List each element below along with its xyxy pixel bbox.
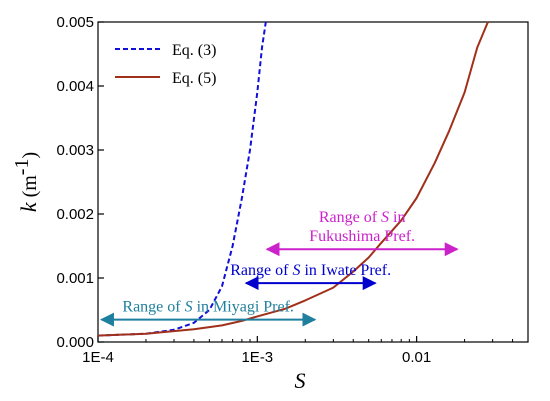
- legend: Eq. (3) Eq. (5): [115, 42, 216, 87]
- y-tick-label: 0.004: [56, 78, 94, 95]
- plot-frame: [97, 21, 529, 343]
- y-tick-label: 0.005: [56, 14, 94, 31]
- range-label: Range of S in: [319, 209, 406, 226]
- series-layer: [97, 21, 489, 337]
- y-tick-label: 0.000: [56, 334, 94, 351]
- range-label: Range of S in Miyagi Pref.: [122, 299, 294, 316]
- range-label-line2: Fukushima Pref.: [309, 228, 415, 245]
- annotation-layer: Range of S in Miyagi Pref. Range of S in …: [99, 209, 459, 327]
- y-axis-title: k (m-1): [11, 152, 41, 212]
- x-tick-label: 0.01: [402, 349, 431, 366]
- y-axis: 0.000 0.001 0.002 0.003 0.004 0.005: [56, 14, 104, 351]
- legend-label-eq3: Eq. (3): [172, 42, 216, 59]
- y-tick-label: 0.001: [56, 270, 94, 287]
- y-tick-label: 0.003: [56, 142, 94, 159]
- x-tick-label: 1E-4: [82, 349, 114, 366]
- y-tick-label: 0.002: [56, 206, 94, 223]
- series-line-eq5: [97, 21, 489, 337]
- range-label: Range of S in Iwate Pref.: [230, 262, 391, 279]
- legend-label-eq5: Eq. (5): [172, 70, 216, 87]
- x-tick-label: 1E-3: [241, 349, 273, 366]
- x-axis: 1E-4 1E-3 0.01: [82, 336, 529, 366]
- x-axis-title: S: [295, 368, 306, 393]
